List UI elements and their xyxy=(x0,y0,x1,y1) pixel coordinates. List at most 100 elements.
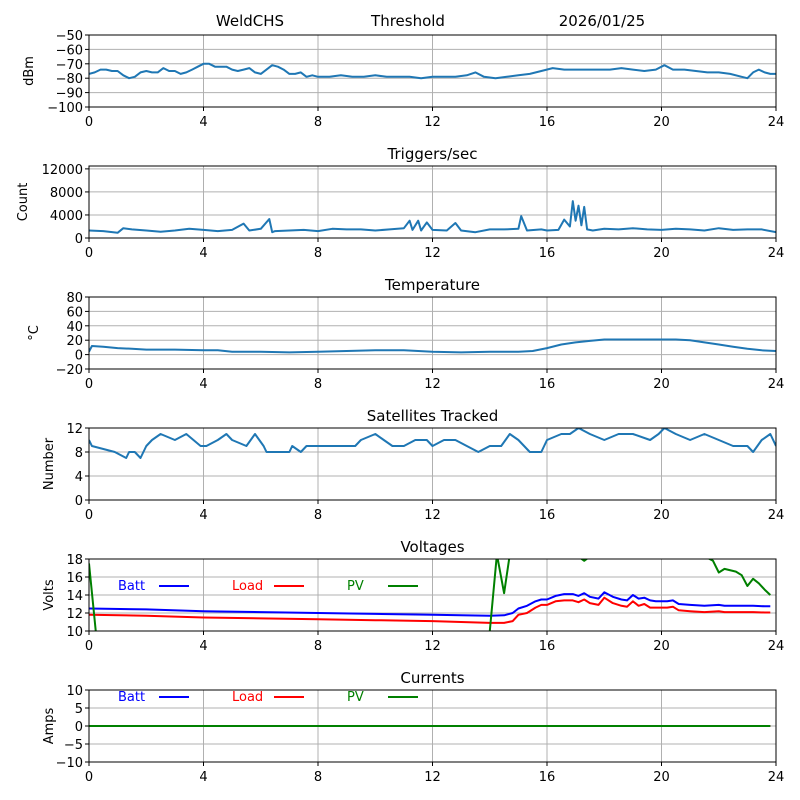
legend-label-load: Load xyxy=(232,690,263,705)
x-tick-label: 12 xyxy=(424,246,441,261)
panel-1: 0 4 8 12 16 20 24 0 4000 8000 12000 Triggers/sec Cou… xyxy=(16,145,784,261)
y-tick-label: −20 xyxy=(56,363,83,378)
x-tick-label: 24 xyxy=(768,770,785,785)
y-tick-label: 12 xyxy=(66,422,83,437)
panel-title: Temperature xyxy=(384,276,480,294)
y-tick-label: 0 xyxy=(75,494,83,509)
y-tick-label: 5 xyxy=(75,702,83,717)
y-tick-label: 12 xyxy=(66,607,83,622)
y-axis-label: Count xyxy=(16,183,31,222)
x-tick-label: 24 xyxy=(768,508,785,523)
panel-title: Currents xyxy=(400,669,464,687)
x-tick-label: 20 xyxy=(653,246,670,261)
x-tick-label: 20 xyxy=(653,639,670,654)
x-tick-label: 12 xyxy=(424,115,441,130)
x-tick-label: 20 xyxy=(653,770,670,785)
x-tick-label: 16 xyxy=(539,377,556,392)
x-tick-label: 8 xyxy=(314,377,322,392)
y-tick-label: −60 xyxy=(56,43,83,58)
x-tick-label: 16 xyxy=(539,639,556,654)
x-tick-label: 12 xyxy=(424,639,441,654)
y-tick-label: 20 xyxy=(66,334,83,349)
panel-3: 0 4 8 12 16 20 24 0 4 8 12 Satellites Tracked Number xyxy=(42,407,784,523)
y-tick-label: 4 xyxy=(75,470,83,485)
x-tick-label: 0 xyxy=(85,115,93,130)
legend-label-batt: Batt xyxy=(118,690,145,705)
y-tick-label: 8 xyxy=(75,446,83,461)
y-axis-label: Volts xyxy=(42,579,57,611)
x-tick-label: 12 xyxy=(424,770,441,785)
x-tick-label: 12 xyxy=(424,508,441,523)
x-tick-label: 4 xyxy=(199,115,207,130)
y-tick-label: 80 xyxy=(66,291,83,306)
x-tick-label: 8 xyxy=(314,115,322,130)
header-date: 2026/01/25 xyxy=(559,12,645,30)
x-tick-label: 4 xyxy=(199,377,207,392)
x-tick-label: 16 xyxy=(539,115,556,130)
y-tick-label: −80 xyxy=(56,72,83,87)
x-tick-label: 8 xyxy=(314,770,322,785)
x-tick-label: 20 xyxy=(653,377,670,392)
y-tick-label: 40 xyxy=(66,320,83,335)
x-tick-label: 24 xyxy=(768,246,785,261)
y-tick-label: −50 xyxy=(56,29,83,44)
y-tick-label: −100 xyxy=(47,101,83,116)
x-tick-label: 8 xyxy=(314,508,322,523)
y-axis-label: dBm xyxy=(22,56,37,86)
y-axis-label: °C xyxy=(27,325,42,341)
x-tick-label: 16 xyxy=(539,246,556,261)
x-tick-label: 4 xyxy=(199,508,207,523)
x-tick-label: 24 xyxy=(768,639,785,654)
y-axis-label: Amps xyxy=(42,707,57,744)
y-tick-label: 0 xyxy=(75,232,83,247)
x-tick-label: 24 xyxy=(768,115,785,130)
y-axis-label: Number xyxy=(42,437,57,490)
legend-label-pv: PV xyxy=(347,690,364,705)
y-tick-label: 0 xyxy=(75,349,83,364)
series-line-satellites xyxy=(89,428,776,459)
x-tick-label: 0 xyxy=(85,246,93,261)
x-tick-label: 0 xyxy=(85,377,93,392)
y-tick-label: 0 xyxy=(75,720,83,735)
y-tick-label: 16 xyxy=(66,571,83,586)
x-tick-label: 16 xyxy=(539,770,556,785)
y-tick-label: −70 xyxy=(56,58,83,73)
x-tick-label: 0 xyxy=(85,639,93,654)
x-tick-label: 4 xyxy=(199,770,207,785)
series-line-pv xyxy=(89,559,771,631)
series-line-load xyxy=(89,596,771,624)
y-tick-label: −90 xyxy=(56,87,83,102)
panel-title: Triggers/sec xyxy=(387,145,478,163)
y-tick-label: 18 xyxy=(66,553,83,568)
y-tick-label: 8000 xyxy=(50,186,83,201)
x-tick-label: 8 xyxy=(314,246,322,261)
header-station: WeldCHS xyxy=(216,12,284,30)
legend-label-load: Load xyxy=(232,579,263,594)
x-tick-label: 24 xyxy=(768,377,785,392)
legend-label-batt: Batt xyxy=(118,579,145,594)
y-tick-label: 10 xyxy=(66,684,83,699)
panel-0: 0 4 8 12 16 20 24 −100−90−80−70−60−50 dBm xyxy=(22,29,784,130)
panel-5: 0 4 8 12 16 20 24 −10 −5 0 5 10 Currents Amps Batt Load… xyxy=(42,669,784,785)
x-tick-label: 20 xyxy=(653,115,670,130)
x-tick-label: 0 xyxy=(85,508,93,523)
y-tick-label: 60 xyxy=(66,305,83,320)
series-line-triggers xyxy=(89,200,776,234)
x-tick-label: 4 xyxy=(199,639,207,654)
y-tick-label: −10 xyxy=(56,756,83,771)
x-tick-label: 0 xyxy=(85,770,93,785)
legend-label-pv: PV xyxy=(347,579,364,594)
header-mode: Threshold xyxy=(370,12,445,30)
panel-title: Voltages xyxy=(400,538,464,556)
series-line-signal xyxy=(89,62,776,80)
x-tick-label: 4 xyxy=(199,246,207,261)
x-tick-label: 8 xyxy=(314,639,322,654)
y-tick-label: −5 xyxy=(64,738,83,753)
panel-title: Satellites Tracked xyxy=(367,407,498,425)
panel-4: 0 4 8 12 16 20 24 10 12 14 16 18 Voltages Volts Batt Lo… xyxy=(42,538,784,654)
x-tick-label: 12 xyxy=(424,377,441,392)
y-tick-label: 10 xyxy=(66,625,83,640)
x-tick-label: 16 xyxy=(539,508,556,523)
